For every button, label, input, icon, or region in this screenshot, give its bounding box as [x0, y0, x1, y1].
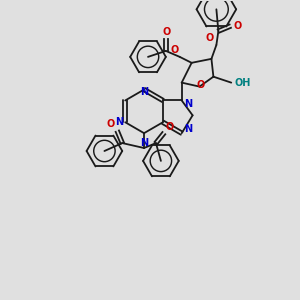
Text: O: O — [205, 33, 213, 43]
Text: N: N — [115, 117, 123, 127]
Text: N: N — [140, 87, 148, 97]
Text: O: O — [170, 45, 179, 55]
Text: N: N — [184, 124, 192, 134]
Text: O: O — [196, 80, 205, 90]
Text: O: O — [166, 122, 174, 132]
Text: O: O — [163, 27, 171, 37]
Text: N: N — [140, 138, 148, 148]
Text: N: N — [184, 100, 192, 110]
Text: O: O — [106, 119, 114, 129]
Text: O: O — [233, 21, 242, 31]
Text: OH: OH — [234, 78, 250, 88]
